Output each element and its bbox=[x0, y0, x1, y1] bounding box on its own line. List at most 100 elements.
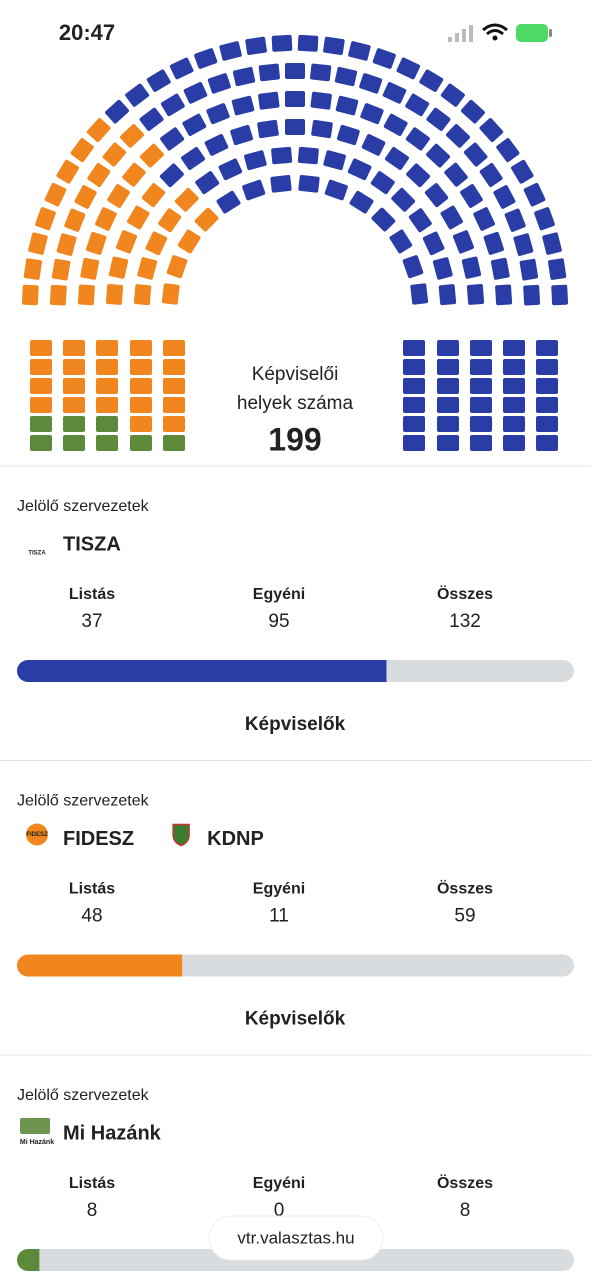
seat bbox=[490, 257, 510, 280]
seat bbox=[158, 208, 182, 233]
seat bbox=[258, 63, 280, 82]
seat bbox=[334, 66, 358, 87]
seat bbox=[361, 134, 386, 156]
seat bbox=[63, 340, 85, 356]
column-label: Összes bbox=[437, 1173, 493, 1192]
status-icons bbox=[448, 23, 552, 42]
organization-name: KDNP bbox=[207, 828, 264, 850]
column-label: Összes bbox=[437, 584, 493, 603]
seat bbox=[310, 91, 332, 110]
seat bbox=[96, 435, 118, 451]
seat bbox=[161, 283, 180, 305]
seat bbox=[548, 258, 567, 280]
column-value: 59 bbox=[454, 906, 475, 927]
seat bbox=[297, 146, 319, 165]
seat bbox=[108, 256, 129, 279]
seat bbox=[63, 397, 85, 413]
seat bbox=[422, 231, 445, 256]
seat bbox=[336, 124, 360, 146]
seat bbox=[63, 378, 85, 394]
seat bbox=[405, 93, 430, 117]
seat bbox=[426, 107, 451, 131]
seat bbox=[463, 142, 488, 167]
seat bbox=[383, 113, 408, 136]
seat bbox=[470, 397, 492, 413]
seat bbox=[146, 69, 171, 92]
seat bbox=[298, 174, 320, 193]
seat bbox=[64, 208, 86, 232]
seat bbox=[218, 158, 243, 181]
representatives-link[interactable]: Képviselők bbox=[245, 714, 346, 735]
seat bbox=[523, 284, 541, 306]
seat bbox=[63, 359, 85, 375]
seat bbox=[479, 163, 503, 187]
seat bbox=[461, 99, 485, 124]
seat bbox=[470, 416, 492, 432]
column-label: Egyéni bbox=[253, 1175, 305, 1192]
seat bbox=[534, 207, 555, 231]
seat bbox=[470, 435, 492, 451]
seat bbox=[130, 340, 152, 356]
seat bbox=[70, 138, 94, 163]
seat bbox=[323, 150, 346, 171]
bar-fill bbox=[17, 660, 387, 682]
seat bbox=[389, 229, 413, 254]
seat bbox=[96, 359, 118, 375]
seat bbox=[372, 48, 396, 69]
seat bbox=[21, 284, 39, 306]
seat bbox=[470, 340, 492, 356]
seat bbox=[105, 284, 124, 305]
seat bbox=[347, 158, 372, 181]
seat bbox=[437, 359, 459, 375]
logo bbox=[20, 1118, 50, 1134]
seat bbox=[28, 232, 48, 255]
seat bbox=[63, 416, 85, 432]
seat bbox=[194, 207, 219, 232]
seat bbox=[348, 41, 371, 61]
seat bbox=[125, 83, 150, 107]
seat bbox=[230, 124, 254, 146]
seat-caption: Képviselői bbox=[252, 364, 339, 385]
seat bbox=[495, 284, 513, 306]
seat bbox=[437, 435, 459, 451]
column-value: 11 bbox=[269, 906, 289, 927]
seat bbox=[473, 207, 495, 231]
seat bbox=[206, 103, 230, 125]
seat bbox=[49, 284, 67, 306]
column-label: Listás bbox=[69, 881, 115, 898]
seat bbox=[207, 73, 231, 94]
seat bbox=[285, 63, 305, 79]
seat bbox=[496, 138, 520, 163]
seat bbox=[258, 91, 280, 110]
seat bbox=[257, 119, 279, 139]
seat bbox=[181, 146, 206, 170]
seat bbox=[120, 124, 144, 148]
seat bbox=[403, 435, 425, 451]
seat bbox=[503, 397, 525, 413]
column-label: Listás bbox=[69, 1175, 115, 1192]
seat bbox=[130, 378, 152, 394]
seat bbox=[183, 82, 208, 104]
seat bbox=[432, 257, 453, 280]
bar-fill bbox=[17, 954, 183, 977]
seat bbox=[426, 143, 451, 168]
seat bbox=[503, 378, 525, 394]
seat bbox=[56, 233, 77, 256]
representatives-link[interactable]: Képviselők bbox=[245, 1009, 346, 1030]
seat bbox=[437, 340, 459, 356]
seat bbox=[177, 229, 201, 254]
seat bbox=[446, 124, 470, 148]
seat bbox=[503, 435, 525, 451]
seat bbox=[86, 231, 107, 255]
seat bbox=[536, 397, 558, 413]
column-value: 48 bbox=[81, 906, 102, 927]
seat bbox=[51, 258, 71, 281]
seat bbox=[141, 183, 166, 208]
seat bbox=[130, 397, 152, 413]
seat bbox=[382, 82, 407, 104]
seat-total: 199 bbox=[268, 421, 321, 457]
seat bbox=[403, 397, 425, 413]
seat bbox=[231, 95, 255, 116]
status-time: 20:47 bbox=[59, 20, 115, 45]
